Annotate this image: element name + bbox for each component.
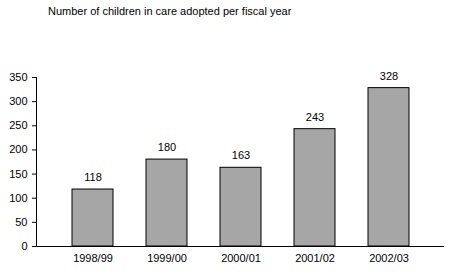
svg-text:2002/03: 2002/03 — [369, 252, 409, 264]
svg-text:2000/01: 2000/01 — [221, 252, 261, 264]
svg-text:163: 163 — [232, 149, 250, 161]
svg-text:0: 0 — [21, 240, 27, 252]
svg-text:328: 328 — [380, 70, 398, 82]
svg-text:200: 200 — [9, 143, 27, 155]
svg-text:1999/00: 1999/00 — [147, 252, 187, 264]
svg-text:350: 350 — [9, 71, 27, 83]
svg-text:180: 180 — [158, 141, 176, 153]
html-text:Number of children in care ado: Number of children in care adopted per f… — [48, 5, 292, 17]
svg-text:118: 118 — [84, 171, 102, 183]
svg-text:50: 50 — [15, 216, 27, 228]
svg-text:1998/99: 1998/99 — [73, 252, 113, 264]
svg-text:150: 150 — [9, 168, 27, 180]
svg-text:250: 250 — [9, 119, 27, 131]
svg-text:243: 243 — [306, 111, 324, 123]
svg-text:100: 100 — [9, 192, 27, 204]
svg-text:2001/02: 2001/02 — [295, 252, 335, 264]
svg-text:300: 300 — [9, 95, 27, 107]
